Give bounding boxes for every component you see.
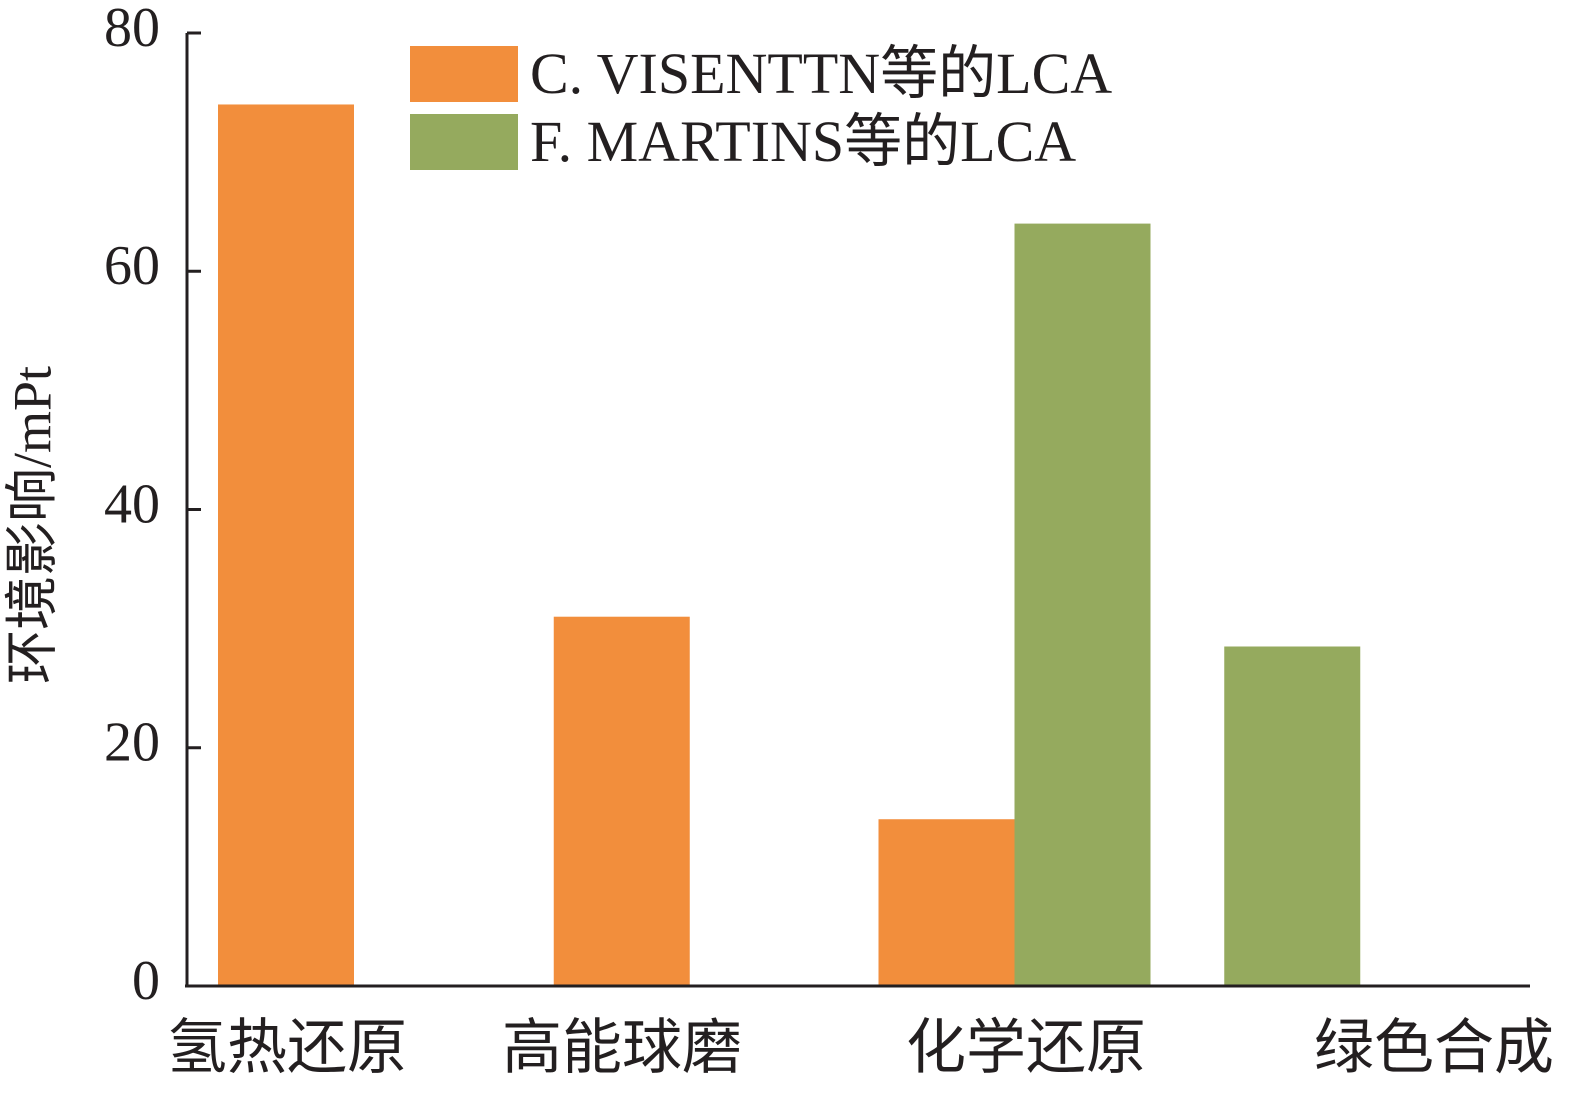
y-tick-label: 80 xyxy=(104,0,160,59)
x-category-label: 化学还原 xyxy=(906,1015,1146,1081)
y-axis-ticks: 0 20 40 60 80 xyxy=(104,0,201,1012)
y-axis-label: 环境影响/mPt xyxy=(2,366,62,684)
y-tick-label: 0 xyxy=(132,950,160,1012)
bars xyxy=(218,104,1361,987)
y-tick-label: 20 xyxy=(104,712,160,774)
legend-swatch xyxy=(410,114,518,170)
x-category-label: 绿色合成 xyxy=(1314,1015,1554,1081)
legend-label: C. VISENTTN等的LCA xyxy=(530,41,1112,106)
bar-martins-2 xyxy=(1014,223,1151,987)
x-category-label: 氢热还原 xyxy=(167,1015,407,1081)
category-labels: 氢热还原 高能球磨 化学还原 绿色合成 xyxy=(167,1015,1554,1081)
bar-visenttn-2 xyxy=(878,819,1015,986)
bar-visenttn-1 xyxy=(553,616,690,986)
axes xyxy=(185,33,1530,988)
bar-visenttn-0 xyxy=(218,104,354,987)
y-tick-label: 60 xyxy=(104,235,160,297)
y-tick-label: 40 xyxy=(104,473,160,535)
bar-martins-3 xyxy=(1224,646,1361,986)
legend-swatch xyxy=(410,46,518,102)
x-category-label: 高能球磨 xyxy=(502,1015,742,1081)
legend-label: F. MARTINS等的LCA xyxy=(530,109,1076,174)
